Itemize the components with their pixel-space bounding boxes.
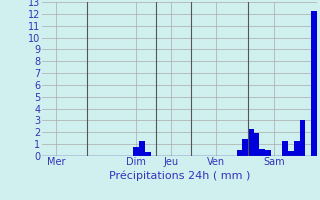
Bar (236, 150, 242, 156)
Bar (288, 151, 294, 156)
Bar (133, 147, 139, 156)
Bar (248, 129, 254, 156)
Bar (294, 141, 300, 156)
Bar (282, 141, 288, 156)
Bar (300, 120, 305, 156)
Bar (254, 133, 260, 156)
Bar (311, 11, 317, 156)
Bar (265, 150, 271, 156)
Bar (145, 152, 150, 156)
Bar (260, 149, 265, 156)
Bar (242, 139, 248, 156)
X-axis label: Précipitations 24h ( mm ): Précipitations 24h ( mm ) (108, 170, 250, 181)
Bar (139, 141, 145, 156)
